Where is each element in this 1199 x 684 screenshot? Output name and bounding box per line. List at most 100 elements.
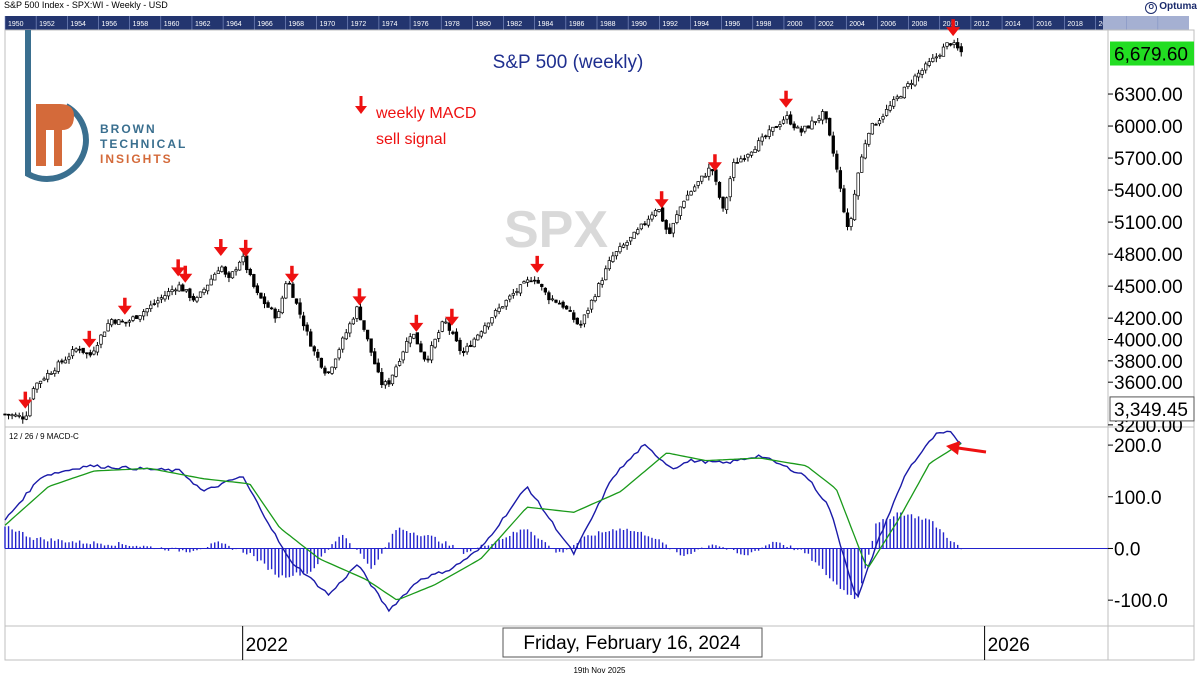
price-tick-label: 3600.00	[1114, 373, 1183, 394]
sell-signal-arrow-icon	[178, 265, 193, 283]
candle-body	[742, 158, 747, 160]
candle-body	[806, 125, 811, 129]
candle-body	[173, 289, 178, 292]
sell-signal-arrow-icon	[238, 239, 253, 257]
candle-body	[956, 42, 960, 49]
timeline-year: 1988	[600, 21, 616, 28]
candle-body	[717, 181, 722, 198]
timeline-strip[interactable]	[5, 16, 1103, 30]
candle-body	[408, 336, 412, 344]
candle-body	[625, 242, 629, 246]
candle-body	[867, 132, 871, 145]
candle-body	[636, 229, 640, 235]
candle-body	[291, 283, 295, 298]
candle-body	[92, 350, 96, 355]
candle-body	[788, 114, 793, 125]
price-tick-label: 6,679.60	[1114, 45, 1188, 66]
candle-body	[309, 331, 313, 347]
candle-body	[575, 317, 579, 325]
sell-signal-arrow-icon	[213, 239, 228, 257]
legend-arrow-icon	[355, 96, 367, 114]
candle-body	[508, 295, 512, 300]
sell-signal-arrow-icon	[284, 265, 299, 283]
candle-body	[46, 373, 50, 380]
candle-body	[771, 126, 775, 132]
timeline-year: 1950	[8, 21, 24, 28]
candle-body	[10, 414, 14, 417]
candle-body	[138, 315, 142, 320]
candle-body	[685, 194, 690, 201]
candle-body	[277, 311, 281, 319]
last-price-badge	[1110, 41, 1194, 66]
candle-body	[145, 308, 149, 313]
candle-body	[362, 320, 366, 330]
candle-body	[476, 334, 480, 341]
candle-body	[195, 297, 199, 302]
candle-body	[700, 175, 704, 182]
candle-body	[405, 341, 409, 353]
candle-body	[689, 191, 693, 196]
timeline-year: 1984	[538, 21, 554, 28]
price-tick-label: 6300.00	[1114, 85, 1183, 106]
candle-body	[177, 284, 181, 292]
candle-body	[938, 54, 942, 57]
candle-body	[341, 337, 345, 350]
timeline-year: 1994	[693, 21, 709, 28]
macd-axis-ticks: -100.0 0.0 100.0 200.0	[5, 436, 1168, 612]
candle-body	[31, 388, 36, 400]
price-tick-label: 3800.00	[1114, 352, 1183, 373]
candle-body	[874, 123, 878, 126]
candle-body	[696, 181, 700, 186]
candle-body	[209, 278, 213, 286]
candle-body	[863, 143, 867, 159]
timeline-year: 1976	[413, 21, 429, 28]
timeline-year: 1978	[444, 21, 460, 28]
candle-body	[792, 123, 796, 129]
price-axis-ticks: 3200.003,349.453600.003800.004000.004200…	[1108, 41, 1195, 437]
price-tick-label: 5700.00	[1114, 149, 1183, 170]
candle-body	[931, 57, 935, 62]
candle-body	[568, 310, 572, 312]
candle-body	[668, 227, 672, 234]
timeline-window[interactable]	[1103, 16, 1189, 30]
chart-header-title: S&P 500 Index - SPX:WI - Weekly - USD	[4, 0, 168, 10]
macd-panel-frame	[4, 426, 1109, 627]
macd-tick-label: 200.0	[1114, 436, 1162, 457]
candle-body	[230, 271, 235, 279]
macd-cross-arrow-icon	[946, 441, 987, 455]
candle-body	[522, 281, 526, 284]
candle-body	[941, 46, 946, 57]
candle-body	[639, 223, 643, 230]
optuma-brand-name: Optuma	[1159, 1, 1197, 12]
candle-body	[646, 218, 651, 226]
sell-signal-arrow-icon	[18, 391, 33, 409]
candle-body	[156, 300, 160, 304]
candle-body	[444, 321, 448, 324]
candle-body	[607, 260, 611, 270]
candle-body	[149, 304, 153, 310]
candle-body	[678, 206, 683, 216]
candle-body	[419, 343, 423, 353]
candle-body	[764, 135, 768, 138]
candle-body	[284, 283, 288, 299]
price-tick-label: 3,349.45	[1114, 400, 1188, 421]
candle-body	[728, 178, 732, 198]
timeline-year: 2004	[849, 21, 865, 28]
chart-title: S&P 500 (weekly)	[493, 52, 644, 73]
candle-body	[415, 332, 420, 345]
candle-body	[380, 372, 384, 386]
timeline-year: 2016	[1036, 21, 1052, 28]
timeline-year: 2006	[880, 21, 896, 28]
sell-signal-arrow-icon	[707, 154, 722, 172]
timeline-year: 1960	[164, 21, 180, 28]
candle-body	[796, 126, 800, 129]
candle-body	[525, 279, 530, 283]
candle-body	[945, 42, 949, 47]
timeline-year: 1980	[475, 21, 491, 28]
candle-body	[429, 345, 434, 361]
timeline-year: 1968	[288, 21, 304, 28]
candle-body	[735, 162, 739, 164]
timeline-year: 1954	[70, 21, 86, 28]
timeline-year: 1966	[257, 21, 273, 28]
